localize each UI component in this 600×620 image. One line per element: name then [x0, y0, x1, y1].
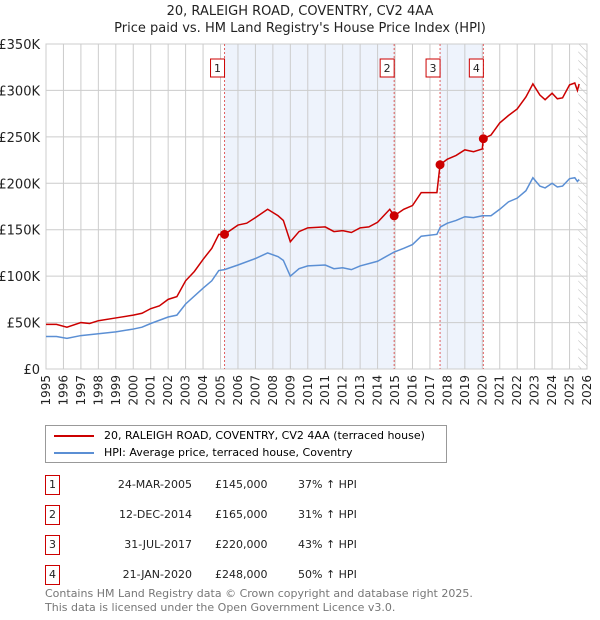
x-tick-label: 2024	[545, 375, 559, 406]
sale-label: 4	[473, 62, 480, 75]
x-tick-label: 2013	[353, 375, 367, 406]
sale-number: 4	[45, 565, 60, 585]
sale-row: 2 12-DEC-2014 £165,000 31% ↑ HPI	[45, 505, 445, 525]
x-tick-label: 2006	[231, 375, 245, 406]
sale-price: £145,000	[215, 478, 268, 491]
x-tick-label: 1995	[39, 375, 53, 406]
x-tick-label: 2026	[580, 375, 594, 406]
sale-number: 1	[45, 475, 60, 495]
y-tick-label: £150K	[0, 224, 40, 239]
y-tick-label: £250K	[0, 131, 40, 146]
footer-licence: This data is licensed under the Open Gov…	[45, 601, 396, 614]
sale-row: 4 21-JAN-2020 £248,000 50% ↑ HPI	[45, 565, 445, 585]
legend-swatch-blue	[54, 451, 94, 454]
sale-label-box	[210, 58, 226, 78]
footer-copyright: Contains HM Land Registry data © Crown c…	[45, 587, 473, 600]
y-tick-label: £350K	[0, 38, 40, 53]
x-tick-label: 2000	[126, 375, 140, 406]
sale-date: 21-JAN-2020	[122, 568, 192, 581]
y-tick-label: £100K	[0, 270, 40, 285]
sale-row: 1 24-MAR-2005 £145,000 37% ↑ HPI	[45, 475, 445, 495]
sale-date: 24-MAR-2005	[117, 478, 192, 491]
legend-label: 20, RALEIGH ROAD, COVENTRY, CV2 4AA (ter…	[104, 429, 425, 442]
x-tick-label: 2011	[318, 375, 332, 406]
x-tick-label: 2007	[248, 375, 262, 406]
sale-label-box	[468, 58, 484, 78]
x-tick-label: 1997	[74, 375, 88, 406]
x-tick-label: 2008	[266, 375, 280, 406]
sale-hpi-diff: 31% ↑ HPI	[298, 508, 357, 521]
sale-row: 3 31-JUL-2017 £220,000 43% ↑ HPI	[45, 535, 445, 555]
y-tick-label: £50K	[7, 317, 41, 332]
x-tick-label: 2017	[423, 375, 437, 406]
sale-point	[478, 134, 488, 144]
x-tick-label: 2001	[144, 375, 158, 406]
chart-subtitle: Price paid vs. HM Land Registry's House …	[114, 21, 486, 36]
sale-point	[389, 211, 399, 221]
sale-point	[220, 229, 230, 239]
x-tick-label: 2012	[336, 375, 350, 406]
sale-number: 3	[45, 535, 60, 555]
x-tick-label: 1999	[109, 375, 123, 406]
legend-label: HPI: Average price, terraced house, Cove…	[104, 446, 353, 459]
sale-hpi-diff: 37% ↑ HPI	[298, 478, 357, 491]
plot-area: 1995 1996 1997 1998 1999 2000 2001 2002 2003 2004…	[0, 38, 594, 406]
x-tick-label: 1996	[56, 375, 70, 406]
sale-label-box	[379, 58, 395, 78]
sale-price: £165,000	[215, 508, 268, 521]
forecast-hatch	[578, 44, 587, 369]
x-tick-label: 2023	[528, 375, 542, 406]
x-tick-label: 2005	[214, 375, 228, 406]
x-tick-label: 2014	[371, 375, 385, 406]
x-tick-label: 2002	[161, 375, 175, 406]
property-price-line	[46, 82, 580, 328]
sale-price: £220,000	[215, 538, 268, 551]
legend-item-property: 20, RALEIGH ROAD, COVENTRY, CV2 4AA (ter…	[54, 429, 425, 442]
sale-period-shade	[440, 44, 484, 369]
x-tick-label: 2015	[388, 375, 402, 406]
sale-date: 12-DEC-2014	[118, 508, 192, 521]
sale-date: 31-JUL-2017	[124, 538, 192, 551]
sale-hpi-diff: 50% ↑ HPI	[298, 568, 357, 581]
x-tick-label: 2003	[179, 375, 193, 406]
x-tick-label: 2018	[440, 375, 454, 406]
x-tick-label: 2004	[196, 375, 210, 406]
sale-hpi-diff: 43% ↑ HPI	[298, 538, 357, 551]
x-tick-label: 2019	[458, 375, 472, 406]
sale-label: 1	[214, 62, 221, 75]
x-tick-label: 2020	[475, 375, 489, 406]
sale-number: 2	[45, 505, 60, 525]
y-tick-label: £200K	[0, 177, 40, 192]
sale-label: 3	[430, 62, 437, 75]
sale-period-shade	[224, 44, 395, 369]
legend: 20, RALEIGH ROAD, COVENTRY, CV2 4AA (ter…	[45, 425, 447, 463]
x-tick-label: 1998	[91, 375, 105, 406]
x-tick-label: 2022	[510, 375, 524, 406]
sale-label: 2	[384, 62, 391, 75]
plot-border	[45, 43, 588, 370]
x-tick-label: 2016	[405, 375, 419, 406]
legend-item-hpi: HPI: Average price, terraced house, Cove…	[54, 446, 353, 459]
chart-title: 20, RALEIGH ROAD, COVENTRY, CV2 4AA	[166, 4, 434, 19]
sale-point	[435, 160, 445, 170]
sale-price: £248,000	[215, 568, 268, 581]
hpi-line	[46, 176, 580, 340]
x-tick-label: 2010	[301, 375, 315, 406]
y-tick-label: £0	[23, 363, 40, 378]
sale-label-box	[425, 58, 441, 78]
x-tick-label: 2025	[563, 375, 577, 406]
x-tick-label: 2021	[493, 375, 507, 406]
x-tick-label: 2009	[283, 375, 297, 406]
legend-swatch-red	[54, 434, 94, 437]
y-tick-label: £300K	[0, 84, 40, 99]
